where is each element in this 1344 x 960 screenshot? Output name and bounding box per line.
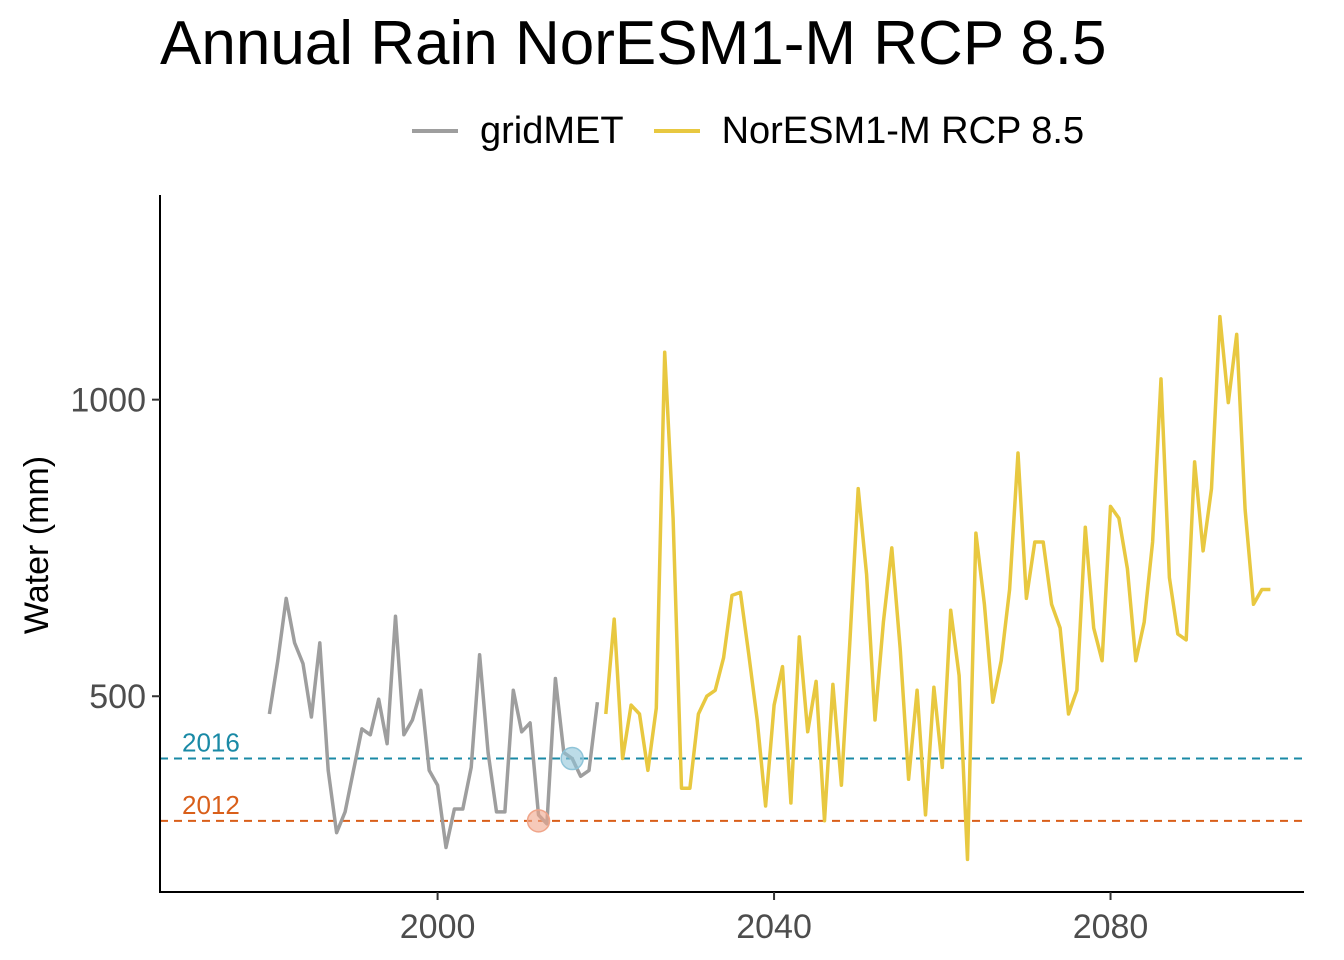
y-axis-label: Water (mm) [18, 456, 56, 634]
legend: gridMET NorESM1-M RCP 8.5 [412, 108, 1114, 154]
chart-title: Annual Rain NorESM1-M RCP 8.5 [160, 9, 1107, 78]
ref-label-2016: 2016 [182, 728, 240, 758]
legend-label-gridmet: gridMET [480, 109, 624, 152]
marker-2016 [560, 746, 584, 771]
legend-label-noresm: NorESM1-M RCP 8.5 [721, 109, 1085, 152]
y-tick-label-1000: 1000 [70, 382, 146, 420]
legend-item-noresm: NorESM1-M RCP 8.5 [653, 109, 1085, 153]
series-line-1 [604, 314, 1271, 862]
x-tick-label-2040: 2040 [736, 908, 812, 946]
y-tick-label-500: 500 [89, 678, 146, 716]
x-tick-label-2000: 2000 [400, 908, 476, 946]
marker-2012 [526, 809, 551, 833]
x-tick-label-2080: 2080 [1073, 908, 1149, 946]
series-line-0 [267, 596, 600, 850]
legend-swatch-noresm [653, 129, 700, 133]
legend-item-gridmet: gridMET [412, 110, 624, 153]
legend-swatch-gridmet [412, 129, 458, 133]
ref-label-2012: 2012 [182, 790, 240, 820]
